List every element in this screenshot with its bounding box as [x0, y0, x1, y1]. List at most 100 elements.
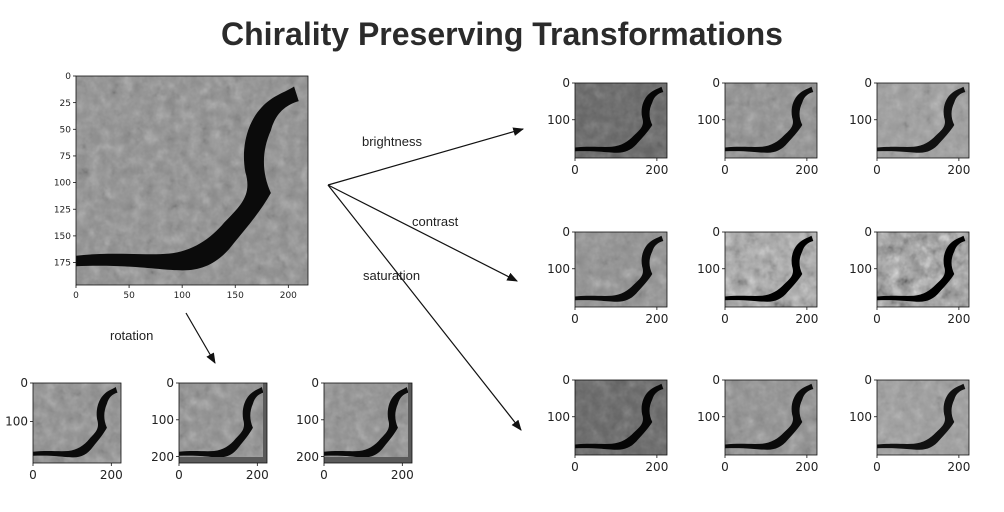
crack-shape: [725, 86, 814, 153]
crack-image: [725, 380, 817, 455]
y-tick-label: 0: [166, 376, 174, 390]
plot-frame: [75, 75, 309, 286]
crack-shape: [575, 235, 664, 302]
x-tick-label: 0: [873, 163, 881, 177]
x-tick-label: 200: [947, 312, 970, 326]
crack-shape: [725, 383, 814, 450]
crack-image: [324, 383, 412, 463]
contrast-plot-2: 0 200 0 100: [697, 225, 818, 326]
y-tick-label: 100: [547, 113, 570, 127]
crack-image: [33, 383, 121, 463]
saturation-plot-3: 0 200 0 100: [849, 373, 970, 474]
x-tick-label: 200: [795, 460, 818, 474]
crack-shape: [324, 387, 409, 458]
brightness-plot-1: 0 200 0 100: [547, 76, 668, 177]
x-tick-label: 0: [320, 468, 328, 482]
crack-shape: [575, 383, 664, 450]
x-tick-label: 200: [795, 312, 818, 326]
y-tick-label: 100: [296, 413, 319, 427]
y-tick-label: 200: [151, 450, 174, 464]
plot-frame: [178, 382, 268, 464]
y-tick-label: 100: [547, 262, 570, 276]
x-tick-label: 0: [721, 163, 729, 177]
y-tick-label: 0: [311, 376, 319, 390]
plot-frame: [876, 82, 970, 159]
x-tick-label: 0: [721, 460, 729, 474]
saturation-plot-1: 0 200 0 100: [547, 373, 668, 474]
y-tick-label: 100: [849, 262, 872, 276]
y-tick-label: 0: [864, 225, 872, 239]
plot-frame: [32, 382, 122, 464]
crack-shape: [76, 86, 299, 271]
x-tick-label: 0: [29, 468, 37, 482]
crack-image: [725, 232, 817, 307]
y-tick-label: 0: [864, 373, 872, 387]
plot-frame: [876, 231, 970, 308]
y-tick-label: 0: [712, 373, 720, 387]
y-tick-label: 75: [60, 152, 71, 162]
contrast-label: contrast: [412, 214, 459, 229]
crack-shape: [877, 235, 966, 302]
y-tick-label: 0: [864, 76, 872, 90]
plot-frame: [574, 379, 668, 456]
diagram-title: Chirality Preserving Transformations: [221, 16, 783, 52]
original-image-plot: 0 50 100 150 200 0 25 50 75 100 125 150 175: [54, 72, 309, 301]
x-tick-label: 200: [280, 291, 297, 301]
contrast-plot-1: 0 200 0 100: [547, 225, 668, 326]
x-tick-label: 0: [571, 312, 579, 326]
y-tick-label: 100: [151, 413, 174, 427]
y-tick-label: 0: [65, 72, 71, 82]
y-tick-label: 25: [60, 99, 71, 109]
x-tick-label: 200: [100, 468, 123, 482]
brightness-plot-3: 0 200 0 100: [849, 76, 970, 177]
x-tick-label: 200: [645, 163, 668, 177]
brightness-plot-2: 0 200 0 100: [697, 76, 818, 177]
plot-frame: [323, 382, 413, 464]
x-tick-label: 0: [873, 460, 881, 474]
y-tick-label: 100: [54, 179, 71, 189]
x-tick-label: 0: [873, 312, 881, 326]
y-tick-label: 100: [697, 262, 720, 276]
y-tick-label: 175: [54, 259, 71, 269]
saturation-label: saturation: [363, 268, 420, 283]
rotation-label: rotation: [110, 328, 153, 343]
y-tick-label: 50: [60, 125, 72, 135]
x-tick-label: 50: [123, 291, 135, 301]
crack-shape: [725, 235, 814, 302]
y-tick-label: 100: [547, 410, 570, 424]
x-tick-label: 200: [645, 460, 668, 474]
crack-image: [877, 83, 969, 158]
y-tick-label: 0: [20, 376, 28, 390]
crack-shape: [179, 387, 264, 458]
crack-image: [725, 83, 817, 158]
y-tick-label: 200: [296, 450, 319, 464]
contrast-arrow: [327, 184, 518, 282]
rotation-arrow: [185, 312, 216, 364]
x-tick-label: 0: [721, 312, 729, 326]
plot-frame: [724, 379, 818, 456]
y-tick-label: 100: [5, 415, 28, 429]
crack-shape: [575, 86, 664, 153]
x-tick-label: 200: [391, 468, 414, 482]
saturation-arrow: [327, 184, 522, 431]
x-tick-label: 200: [795, 163, 818, 177]
x-tick-label: 200: [645, 312, 668, 326]
plot-frame: [574, 82, 668, 159]
brightness-label: brightness: [362, 134, 422, 149]
plot-frame: [876, 379, 970, 456]
x-tick-label: 0: [175, 468, 183, 482]
y-tick-label: 0: [562, 76, 570, 90]
plot-frame: [574, 231, 668, 308]
y-tick-label: 100: [697, 410, 720, 424]
y-tick-label: 125: [54, 205, 71, 215]
crack-image: [76, 76, 308, 285]
crack-image: [877, 380, 969, 455]
y-tick-label: 150: [54, 232, 71, 242]
y-tick-label: 100: [849, 113, 872, 127]
x-tick-label: 150: [227, 291, 244, 301]
brightness-arrow: [327, 127, 525, 186]
crack-image: [877, 232, 969, 307]
